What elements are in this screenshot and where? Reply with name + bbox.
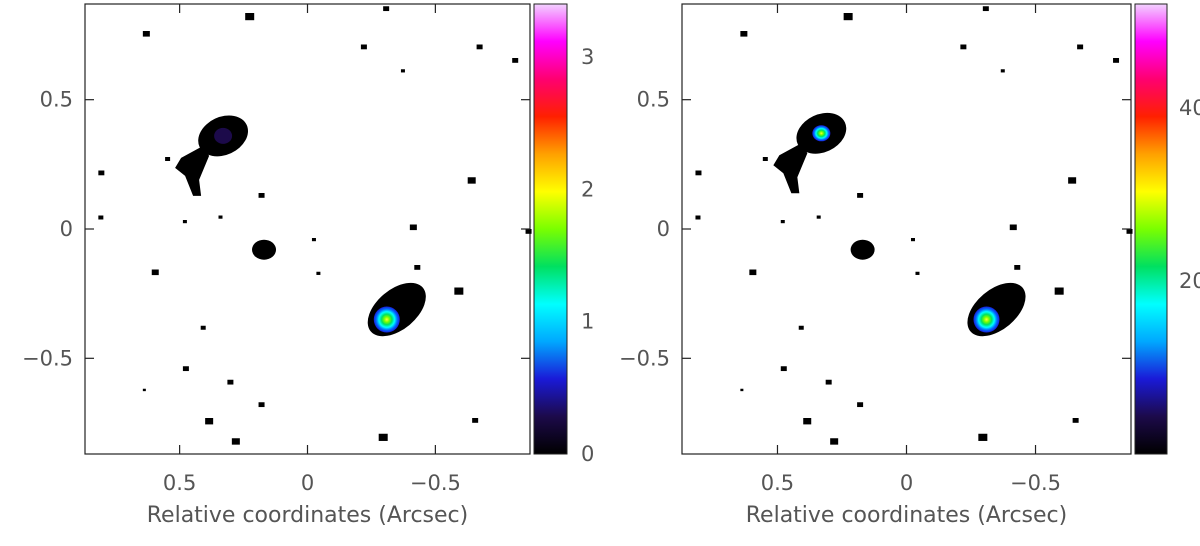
noise-speckle bbox=[151, 269, 159, 276]
noise-speckle bbox=[1072, 418, 1079, 423]
noise-speckle bbox=[1068, 177, 1077, 184]
source-a-core bbox=[812, 125, 831, 142]
noise-speckle bbox=[512, 58, 519, 63]
x-tick-label: 0 bbox=[301, 471, 314, 495]
colorbar-tick-label: 40 bbox=[1179, 96, 1200, 120]
colorbar-tick-label: 1 bbox=[581, 310, 594, 334]
noise-speckle bbox=[258, 402, 265, 408]
noise-speckle bbox=[803, 418, 812, 425]
y-tick-label: −0.5 bbox=[22, 346, 73, 370]
noise-speckle bbox=[98, 170, 105, 176]
x-tick-label: 0.5 bbox=[761, 471, 794, 495]
source-a-tail bbox=[175, 145, 210, 196]
source-b bbox=[252, 239, 277, 260]
noise-speckle bbox=[476, 44, 483, 50]
plot-area bbox=[681, 3, 1132, 455]
source-a-tail bbox=[773, 143, 808, 194]
source-c-core bbox=[973, 306, 1000, 333]
noise-speckle bbox=[1126, 229, 1133, 234]
noise-speckle bbox=[316, 271, 321, 275]
noise-speckle bbox=[825, 379, 832, 385]
noise-speckle bbox=[142, 31, 150, 37]
y-tick-label: −0.5 bbox=[619, 346, 670, 370]
y-tick-label: 0.5 bbox=[40, 88, 73, 112]
y-tick-label: 0.5 bbox=[637, 88, 670, 112]
x-tick-label: 0.5 bbox=[163, 471, 196, 495]
sources-group bbox=[773, 112, 1026, 337]
noise-speckle bbox=[245, 13, 255, 21]
sources-group bbox=[175, 115, 426, 337]
x-tick-label: −0.5 bbox=[1010, 471, 1061, 495]
noise-speckle bbox=[378, 433, 388, 441]
x-axis-label: Relative coordinates (Arcsec) bbox=[147, 503, 468, 528]
noise-speckle bbox=[98, 215, 104, 220]
noise-speckle bbox=[311, 238, 316, 242]
noise-speckle bbox=[830, 438, 839, 445]
noise-speckle bbox=[383, 6, 390, 12]
source-a-core bbox=[214, 127, 233, 144]
colorbar-tick-label: 2 bbox=[581, 177, 594, 201]
noise-speckle bbox=[231, 438, 240, 445]
noise-speckle bbox=[857, 193, 864, 198]
noise-speckle bbox=[218, 215, 223, 219]
noise-speckle bbox=[749, 269, 757, 276]
x-tick-label: 0 bbox=[900, 471, 913, 495]
noise-speckle bbox=[1113, 58, 1120, 63]
x-tick-label: −0.5 bbox=[410, 471, 461, 495]
noise-speckle bbox=[200, 325, 206, 330]
noise-speckle bbox=[360, 44, 367, 50]
noise-speckle bbox=[1014, 265, 1021, 270]
noise-speckle bbox=[695, 215, 701, 220]
noise-speckle bbox=[182, 220, 187, 224]
noise-speckle bbox=[857, 402, 864, 408]
right-chart: 0.5 0 −0.5 0.5 0 −0.5 Relative coordinates (Ar… bbox=[619, 3, 1200, 528]
colorbar-tick-label: 20 bbox=[1179, 269, 1200, 293]
left-chart: 0.5 0 −0.5 0.5 0 −0.5 Relative coordinates (Ar… bbox=[22, 3, 594, 528]
source-b bbox=[850, 239, 875, 260]
noise-speckle bbox=[982, 6, 989, 12]
noise-speckle bbox=[695, 170, 702, 176]
noise-speckle bbox=[472, 418, 479, 423]
noise-speckle bbox=[960, 44, 967, 50]
noise-speckle bbox=[525, 229, 532, 234]
noise-speckle bbox=[165, 157, 171, 161]
noise-speckle bbox=[1000, 69, 1005, 73]
noise-speckle bbox=[1009, 224, 1017, 231]
noise-speckle bbox=[414, 265, 421, 270]
noise-speckle bbox=[740, 388, 744, 392]
colorbar-tick-label: 0 bbox=[581, 442, 594, 466]
noise-speckle bbox=[843, 13, 853, 21]
noise-speckle bbox=[467, 177, 476, 184]
y-tick-label: 0 bbox=[60, 217, 73, 241]
source-c-core bbox=[373, 306, 400, 333]
noise-speckle bbox=[740, 31, 748, 37]
noise-speckle bbox=[142, 388, 146, 392]
left-panel-image: 0.5 0 −0.5 0.5 0 −0.5 Relative coordinates (Ar… bbox=[0, 0, 600, 542]
noise-speckle bbox=[780, 366, 787, 372]
y-tick-label: 0 bbox=[657, 217, 670, 241]
colorbar bbox=[1134, 3, 1168, 455]
noise-speckle bbox=[400, 69, 405, 73]
noise-speckle bbox=[978, 433, 988, 441]
noise-speckle bbox=[1054, 287, 1064, 295]
x-axis-label: Relative coordinates (Arcsec) bbox=[746, 503, 1067, 528]
noise-speckle bbox=[1077, 44, 1084, 50]
noise-speckle bbox=[227, 379, 234, 385]
noise-speckle bbox=[816, 215, 821, 219]
noise-speckle bbox=[182, 366, 189, 372]
right-panel-image: 0.5 0 −0.5 0.5 0 −0.5 Relative coordinates (Ar… bbox=[600, 0, 1200, 542]
noise-speckle bbox=[258, 193, 265, 198]
plot-area bbox=[84, 3, 531, 455]
noise-speckle bbox=[780, 220, 785, 224]
noise-speckle bbox=[762, 157, 768, 161]
noise-speckle bbox=[910, 238, 915, 242]
noise-speckle bbox=[409, 224, 417, 231]
noise-speckle bbox=[454, 287, 464, 295]
noise-speckle bbox=[798, 325, 804, 330]
noise-speckle bbox=[915, 271, 920, 275]
colorbar-tick-label: 3 bbox=[581, 45, 594, 69]
noise-speckle bbox=[205, 418, 214, 425]
colorbar bbox=[533, 3, 568, 455]
